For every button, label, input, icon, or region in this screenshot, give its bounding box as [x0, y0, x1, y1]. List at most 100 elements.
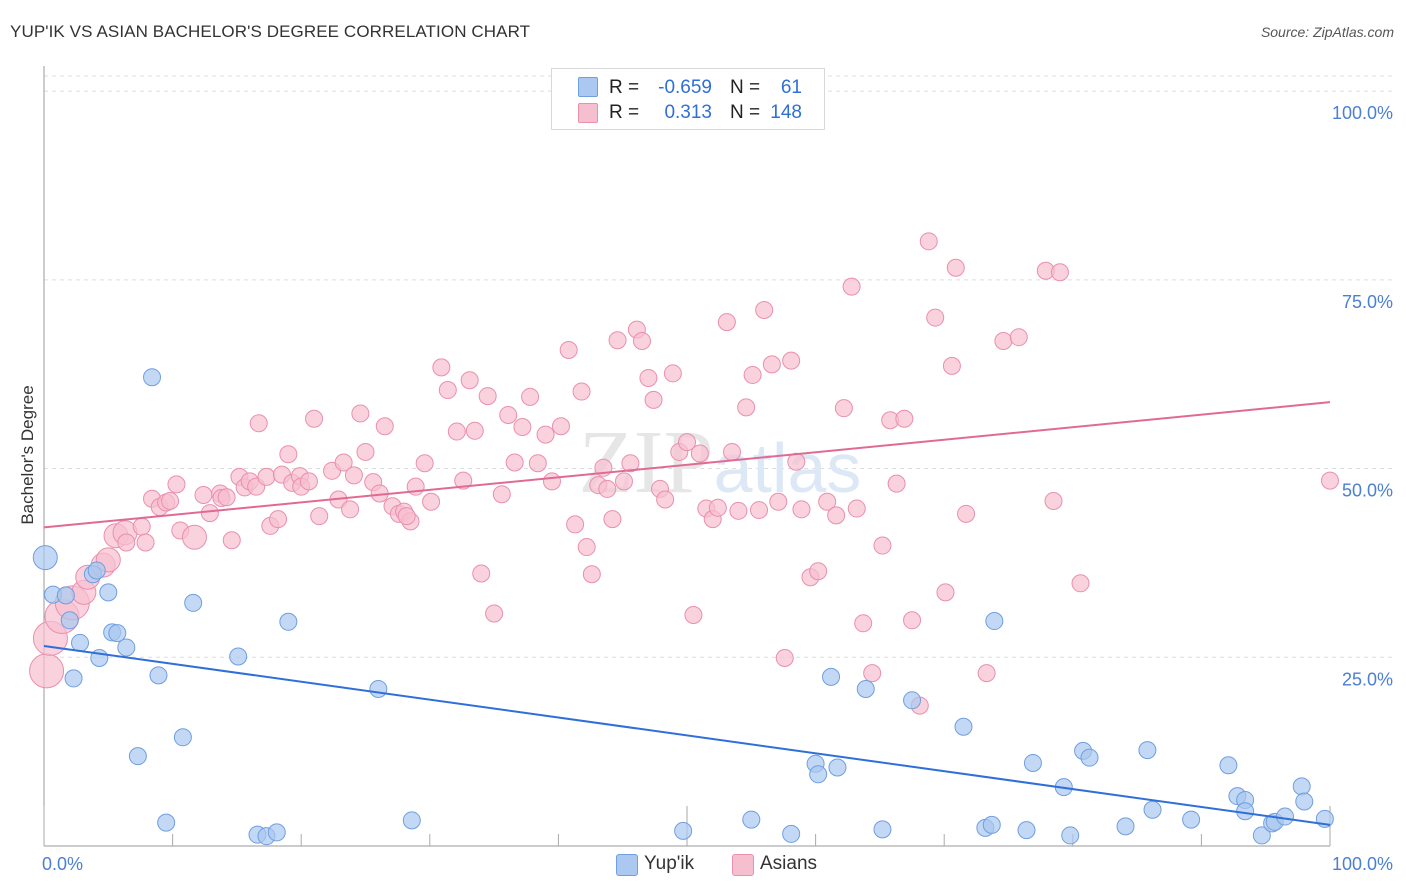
asians-point	[344, 466, 363, 485]
yupik-point	[1017, 821, 1036, 840]
asians-point	[994, 331, 1013, 350]
asians-point	[161, 492, 180, 511]
yupik-point	[1182, 810, 1201, 829]
yupik-point	[903, 691, 922, 710]
asians-point	[257, 467, 276, 486]
asians-point	[528, 454, 547, 473]
asians-point	[762, 355, 781, 374]
trend-line-asians	[43, 401, 1331, 529]
asians-point	[614, 472, 633, 491]
legend-r-label: R =	[609, 77, 640, 98]
yupik-point	[71, 633, 90, 652]
yupik-point	[143, 368, 162, 387]
asians-point	[717, 313, 736, 332]
yupik-point	[99, 583, 118, 602]
asians-point	[863, 664, 882, 683]
asians-point	[737, 398, 756, 417]
series-legend: Yup'ik Asians	[0, 852, 1406, 878]
asians-point	[818, 492, 837, 511]
yupik-point	[1080, 748, 1099, 767]
asians-point	[656, 490, 675, 509]
asians-point	[249, 414, 268, 433]
yupik-point	[954, 717, 973, 736]
asians-point	[608, 331, 627, 350]
asians-point	[375, 417, 394, 436]
asians-point	[919, 232, 938, 251]
asians-point	[1044, 492, 1063, 511]
trend-line-yupik	[43, 644, 1331, 826]
asians-point	[117, 533, 136, 552]
legend-n-label: N =	[730, 77, 761, 98]
asians-point	[977, 664, 996, 683]
yupik-point	[828, 758, 847, 777]
yupik-point	[64, 669, 83, 688]
asians-point	[356, 442, 375, 461]
legend-r-value: 0.313	[664, 102, 712, 123]
asians-point	[499, 405, 518, 424]
yupik-point	[87, 561, 106, 580]
yupik-point	[117, 638, 136, 657]
asians-point	[723, 442, 742, 461]
asians-point	[194, 485, 213, 504]
asians-point	[334, 453, 353, 472]
asians-point	[167, 475, 186, 494]
yupik-point	[369, 679, 388, 698]
asians-point	[1321, 471, 1339, 490]
asians-point	[465, 421, 484, 440]
asians-point	[279, 445, 298, 464]
asians-point	[787, 452, 806, 471]
legend-n-value: 148	[770, 102, 802, 123]
asians-point	[460, 371, 479, 390]
asians-point	[310, 507, 329, 526]
legend-swatch-asians	[732, 854, 754, 876]
yupik-point	[267, 823, 286, 842]
legend-r-label: R =	[609, 102, 640, 123]
trend-lines	[43, 401, 1331, 826]
correlation-legend: R = -0.659 N = 61 R = 0.313 N = 148	[551, 68, 825, 130]
yupik-point	[149, 666, 168, 685]
asians-point	[478, 387, 497, 406]
asians-point	[769, 492, 788, 511]
series-yupik-points	[32, 368, 1334, 846]
asians-point	[341, 500, 360, 519]
asians-point	[559, 341, 578, 360]
asians-point	[887, 474, 906, 493]
legend-swatch-yupik	[616, 854, 638, 876]
asians-point	[454, 471, 473, 490]
asians-point	[895, 409, 914, 428]
yupik-point	[1295, 792, 1314, 811]
source-label: Source: ZipAtlas.com	[1260, 24, 1394, 40]
yupik-point	[128, 747, 147, 766]
grid-lines	[44, 75, 1394, 658]
y-tick-label: 75.0%	[1342, 292, 1393, 312]
asians-point	[299, 472, 318, 491]
legend-n-label: N =	[730, 102, 761, 123]
yupik-point	[402, 811, 421, 830]
yupik-point	[56, 586, 75, 605]
asians-point	[708, 498, 727, 517]
asians-point	[1071, 574, 1090, 593]
asians-point	[942, 356, 961, 375]
axes	[43, 66, 1331, 847]
yupik-point	[184, 593, 203, 612]
yupik-point	[108, 624, 127, 643]
yupik-point	[1275, 807, 1294, 826]
asians-point	[305, 409, 324, 428]
y-tick-label: 50.0%	[1342, 481, 1393, 501]
yupik-point	[173, 728, 192, 747]
asians-point	[903, 611, 922, 630]
asians-point	[957, 504, 976, 523]
asians-point	[222, 531, 241, 550]
legend-row-yupik: R = -0.659 N = 61	[552, 77, 826, 103]
asians-point	[521, 387, 540, 406]
asians-point	[827, 506, 846, 525]
asians-point	[946, 258, 965, 277]
asians-point	[936, 583, 955, 602]
yupik-point	[229, 647, 248, 666]
y-tick-label: 100.0%	[1332, 103, 1393, 123]
asians-point	[690, 444, 709, 463]
asians-point	[632, 331, 651, 350]
asians-point	[136, 533, 155, 552]
yupik-point	[1219, 756, 1238, 775]
